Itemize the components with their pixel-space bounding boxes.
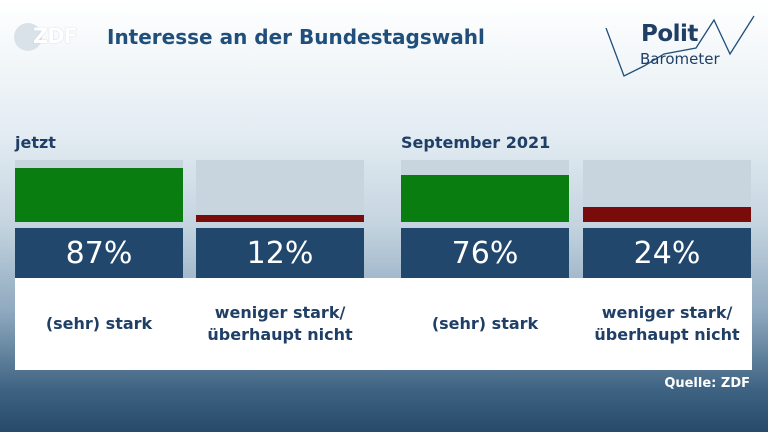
category-label-september-stark: (sehr) stark (431, 314, 539, 333)
bar-track-september-weniger (583, 160, 751, 222)
bar-september-weniger (583, 207, 751, 222)
bar-track-jetzt-weniger (196, 160, 364, 222)
bar-jetzt-weniger (196, 214, 364, 222)
category-panel (15, 278, 752, 370)
zdf-logo-text: ZDF (33, 24, 78, 48)
value-label-september-stark: 76% (401, 228, 569, 278)
zdf-logo: ZDF (14, 22, 78, 52)
bar-jetzt-stark (15, 168, 183, 222)
value-label-jetzt-stark: 87% (15, 228, 183, 278)
politbarometer-logo: Polit Barometer (604, 14, 758, 78)
value-label-september-weniger: 24% (583, 228, 751, 278)
zdf-logo-circle (14, 23, 42, 51)
group-label-jetzt: jetzt (15, 133, 56, 152)
politbarometer-zigzag-icon (605, 15, 755, 77)
value-label-jetzt-weniger: 12% (196, 228, 364, 278)
bar-track-jetzt-stark (15, 160, 183, 222)
category-label-jetzt-weniger: weniger stark/ überhaupt nicht (207, 303, 353, 344)
source-note: Quelle: ZDF (664, 376, 750, 391)
bar-track-september-stark (401, 160, 569, 222)
category-label-jetzt-stark: (sehr) stark (45, 314, 153, 333)
politbarometer-logo-line1: Polit (641, 21, 698, 47)
group-label-september-2021: September 2021 (401, 133, 551, 152)
category-label-september-weniger: weniger stark/ überhaupt nicht (594, 303, 740, 344)
politbarometer-logo-line2: Barometer (640, 50, 720, 68)
page-title: Interesse an der Bundestagswahl (107, 25, 485, 49)
bar-september-stark (401, 174, 569, 222)
